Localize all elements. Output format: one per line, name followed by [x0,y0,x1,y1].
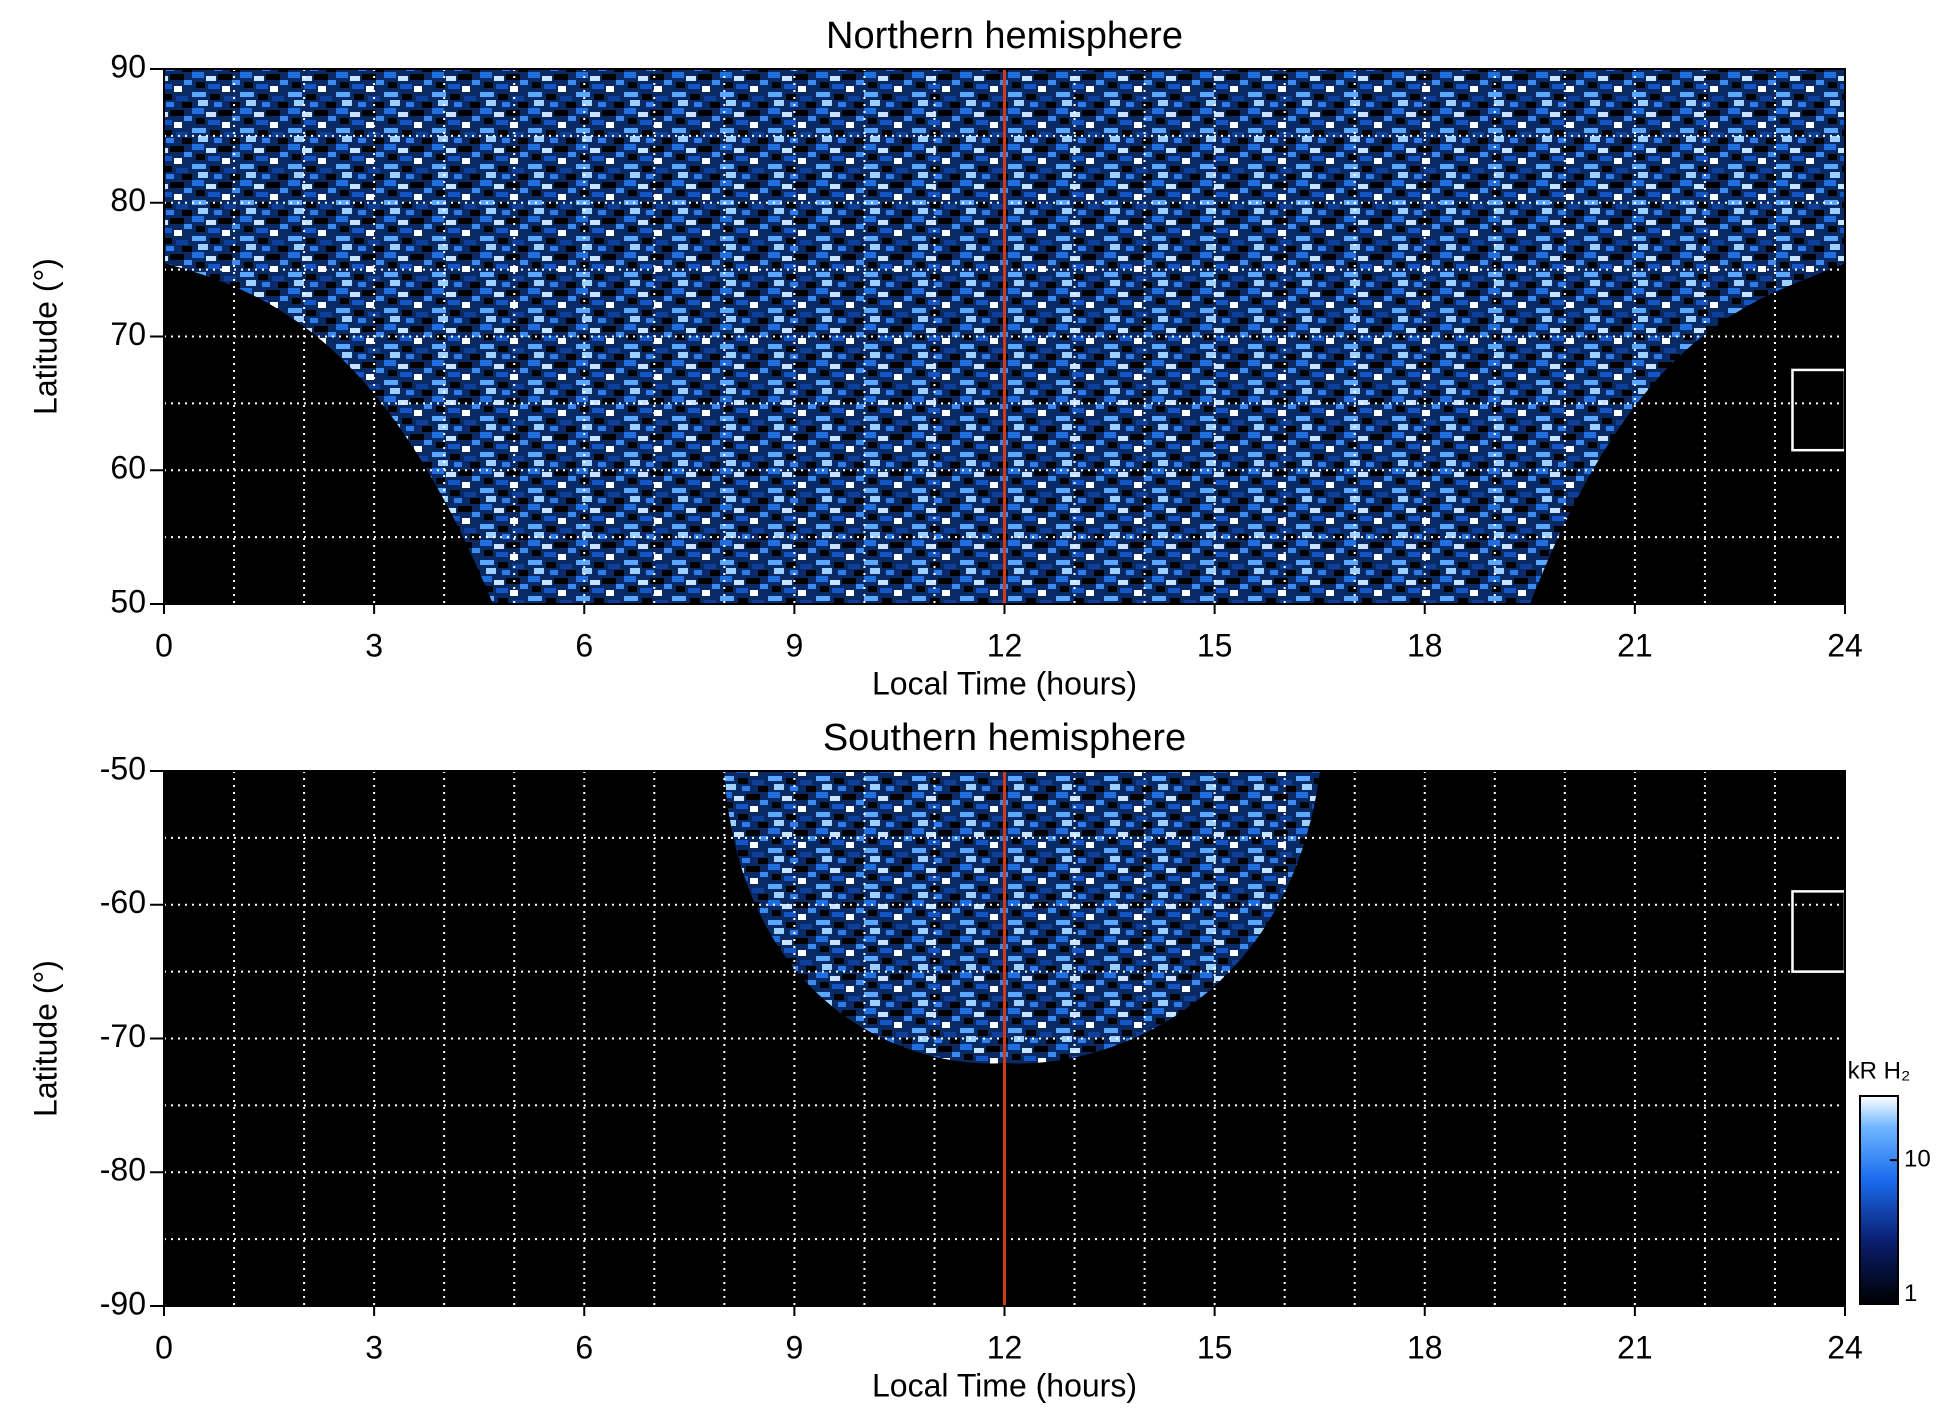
y-axis-title: Latitude (°) [27,258,63,415]
y-tick-label: -70 [100,1018,146,1054]
colorbar [1859,1095,1899,1305]
x-tick-label: 21 [1617,1329,1653,1365]
y-tick-label: -50 [100,750,146,786]
colorbar-tick-label: 10 [1904,1145,1931,1172]
x-tick-label: 0 [155,627,173,663]
chart-title: Northern hemisphere [826,15,1183,57]
y-tick-label: -90 [100,1285,146,1321]
x-tick-label: 3 [365,627,383,663]
x-axis-title: Local Time (hours) [872,665,1137,701]
y-tick-label: 60 [110,450,146,486]
y-tick-label: 90 [110,48,146,84]
x-tick-label: 12 [987,1329,1023,1365]
colorbar-tick-label: 1 [1904,1280,1917,1307]
y-axis-title: Latitude (°) [27,960,63,1117]
colorbar-label: kR H₂ [1848,1057,1911,1084]
x-tick-label: 6 [575,627,593,663]
x-tick-label: 24 [1827,1329,1863,1365]
x-tick-label: 24 [1827,627,1863,663]
x-tick-label: 15 [1197,1329,1233,1365]
chart-title: Southern hemisphere [823,717,1186,759]
x-tick-label: 9 [785,627,803,663]
x-tick-label: 9 [785,1329,803,1365]
x-tick-label: 21 [1617,627,1653,663]
x-axis-title: Local Time (hours) [872,1367,1137,1403]
y-tick-label: 50 [110,583,146,619]
coverage-region [724,771,1320,1064]
y-tick-label: -80 [100,1152,146,1188]
x-tick-label: 3 [365,1329,383,1365]
y-tick-label: 80 [110,182,146,218]
x-tick-label: 15 [1197,627,1233,663]
x-tick-label: 18 [1407,1329,1443,1365]
y-tick-label: 70 [110,316,146,352]
x-tick-label: 6 [575,1329,593,1365]
y-tick-label: -60 [100,884,146,920]
x-tick-label: 18 [1407,627,1443,663]
x-tick-label: 0 [155,1329,173,1365]
x-tick-label: 12 [987,627,1023,663]
